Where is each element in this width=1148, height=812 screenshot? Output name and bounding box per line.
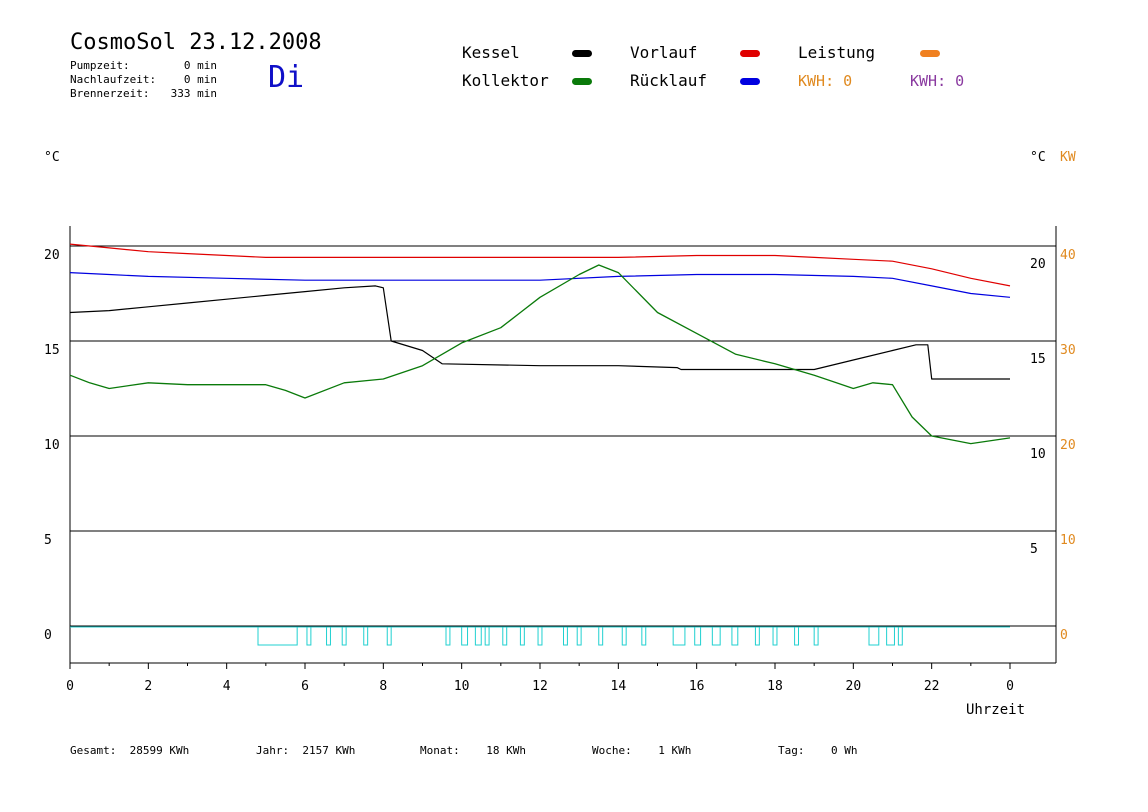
x-axis-label: Uhrzeit: [966, 702, 1026, 718]
x-tick-label: 4: [223, 679, 231, 694]
y2-tick-kw: 10: [1060, 533, 1076, 548]
pump-on-interval: [598, 626, 604, 646]
pump-on-interval: [519, 626, 525, 646]
series-line-kollektor: [69, 264, 1011, 445]
pump-on-interval: [502, 626, 508, 646]
series-line-ruecklauf: [69, 272, 1011, 298]
pump-on-interval: [537, 626, 543, 646]
pump-on-interval: [694, 626, 702, 646]
y-tick-right: 5: [1030, 542, 1038, 557]
pump-on-interval: [672, 626, 686, 646]
legend-kessel-label: Kessel: [462, 43, 520, 62]
y-tick-left: 5: [44, 533, 52, 548]
y-tick-left: 10: [44, 438, 60, 453]
y-tick-left: 0: [44, 628, 52, 643]
pump-on-interval: [257, 626, 298, 646]
kwh-value-2: KWH: 0: [910, 72, 965, 90]
y-tick-right: 10: [1030, 447, 1046, 462]
footer-jahr: Jahr: 2157 KWh: [256, 744, 356, 757]
legend-kollektor-label: Kollektor: [462, 71, 549, 90]
stat-brennerzeit-value: 333 min: [170, 87, 217, 100]
y2-tick-kw: 20: [1060, 438, 1076, 453]
x-tick-label: 16: [689, 679, 705, 694]
series-line-vorlauf: [69, 243, 1011, 287]
pump-on-interval: [886, 626, 895, 646]
y2-tick-kw: 30: [1060, 343, 1076, 358]
pump-on-interval: [772, 626, 778, 646]
stat-pumpzeit: Pumpzeit:: [70, 59, 130, 72]
x-tick-label: 20: [846, 679, 862, 694]
right-axis-unit: °C: [1030, 150, 1046, 165]
pump-on-interval: [386, 626, 392, 646]
pump-on-interval: [445, 626, 451, 646]
x-tick-label: 0: [66, 679, 74, 694]
stat-pumpzeit-value: 0 min: [183, 59, 217, 72]
x-tick-label: 18: [767, 679, 783, 694]
legend-ruecklauf-swatch: [740, 78, 760, 85]
y-tick-right: 20: [1030, 257, 1046, 272]
pump-on-interval: [576, 626, 582, 646]
pump-on-interval: [794, 626, 799, 646]
pump-on-interval: [813, 626, 819, 646]
x-tick-label: 10: [454, 679, 470, 694]
pump-on-interval: [306, 626, 312, 646]
y2-tick-kw: 40: [1060, 248, 1076, 263]
legend-leistung-label: Leistung: [798, 43, 876, 62]
legend-vorlauf-label: Vorlauf: [630, 43, 698, 62]
pump-on-interval: [621, 626, 627, 646]
footer-woche: Woche: 1 KWh: [592, 744, 692, 757]
chart-title: CosmoSol 23.12.2008: [70, 30, 322, 55]
stat-nachlaufzeit: Nachlaufzeit:: [70, 73, 157, 86]
pump-on-interval: [641, 626, 647, 646]
footer-gesamt: Gesamt: 28599 KWh: [70, 744, 190, 757]
pump-on-interval: [868, 626, 880, 646]
pump-on-interval: [754, 626, 760, 646]
pump-on-interval: [326, 626, 331, 646]
x-tick-label: 22: [924, 679, 940, 694]
x-tick-label: 14: [611, 679, 627, 694]
y-tick-right: 15: [1030, 352, 1046, 367]
right-axis-unit-kw: KW: [1060, 150, 1076, 165]
legend-ruecklauf-label: Rücklauf: [630, 71, 708, 90]
footer-tag: Tag: 0 Wh: [778, 744, 858, 757]
weekday-label: Di: [268, 60, 305, 95]
pump-on-interval: [341, 626, 347, 646]
footer-monat: Monat: 18 KWh: [420, 744, 526, 757]
x-tick-label: 8: [379, 679, 387, 694]
y-tick-left: 20: [44, 248, 60, 263]
legend-leistung-swatch: [920, 50, 940, 57]
stat-nachlaufzeit-value: 0 min: [183, 73, 217, 86]
pump-on-interval: [563, 626, 568, 646]
pump-on-interval: [897, 626, 903, 646]
legend-kollektor-swatch: [572, 78, 592, 85]
pump-on-interval: [484, 626, 490, 646]
x-tick-label: 12: [532, 679, 548, 694]
y-tick-left: 15: [44, 343, 60, 358]
legend-vorlauf-swatch: [740, 50, 760, 57]
pump-on-interval: [711, 626, 721, 646]
y2-tick-kw: 0: [1060, 628, 1068, 643]
legend-kessel-swatch: [572, 50, 592, 57]
x-tick-label: 2: [144, 679, 152, 694]
series-line-kessel: [69, 285, 1010, 380]
pump-on-interval: [731, 626, 739, 646]
pump-on-interval: [363, 626, 369, 646]
pump-on-interval: [474, 626, 482, 646]
pump-on-interval: [461, 626, 469, 646]
x-tick-label: 6: [301, 679, 309, 694]
left-axis-unit: °C: [44, 150, 60, 165]
x-tick-label: 0: [1006, 679, 1014, 694]
stat-brennerzeit: Brennerzeit:: [70, 87, 150, 100]
kwh-value-1: KWH: 0: [798, 72, 853, 90]
